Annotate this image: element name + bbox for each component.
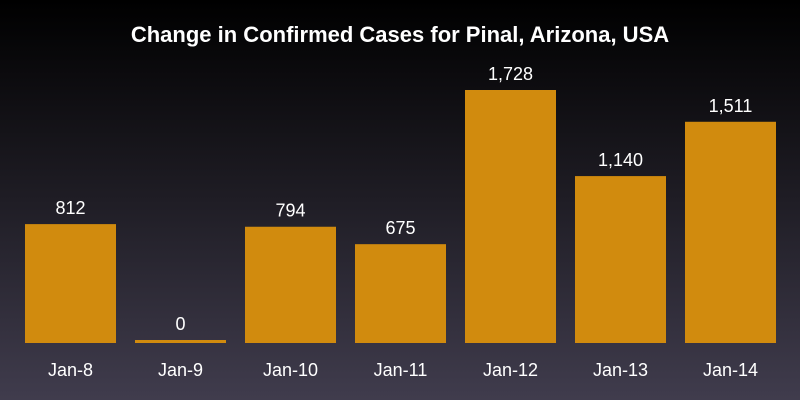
x-tick-labels-group: Jan-8 Jan-9 Jan-10 Jan-11 Jan-12 Jan-13 Jan-14 xyxy=(48,360,758,380)
x-tick-label-jan-11: Jan-11 xyxy=(374,360,428,380)
bar-jan-14 xyxy=(685,121,776,343)
chart-title: Change in Confirmed Cases for Pinal, Ari… xyxy=(130,22,670,47)
x-tick-label-jan-10: Jan-10 xyxy=(263,360,318,380)
data-label-jan-13: 1,140 xyxy=(598,150,643,170)
x-tick-label-jan-14: Jan-14 xyxy=(703,360,758,380)
data-label-jan-11: 675 xyxy=(385,218,415,238)
bar-jan-12 xyxy=(465,90,556,343)
data-label-jan-12: 1,728 xyxy=(488,64,533,84)
x-tick-label-jan-8: Jan-8 xyxy=(48,360,93,380)
bars-group xyxy=(25,90,776,343)
data-label-jan-10: 794 xyxy=(275,201,305,221)
x-tick-label-jan-9: Jan-9 xyxy=(158,360,203,380)
data-label-jan-14: 1,511 xyxy=(709,96,753,116)
x-tick-label-jan-12: Jan-12 xyxy=(483,360,538,380)
bar-jan-11 xyxy=(355,244,446,343)
bar-jan-8 xyxy=(25,224,116,343)
bar-jan-9 xyxy=(135,340,226,343)
data-label-jan-9: 0 xyxy=(175,314,185,334)
x-tick-label-jan-13: Jan-13 xyxy=(593,360,648,380)
bar-jan-10 xyxy=(245,226,336,343)
data-label-jan-8: 812 xyxy=(55,198,85,218)
data-labels-group: 812 0 794 675 1,728 1,140 1,511 xyxy=(55,64,752,334)
bar-jan-13 xyxy=(575,176,666,343)
